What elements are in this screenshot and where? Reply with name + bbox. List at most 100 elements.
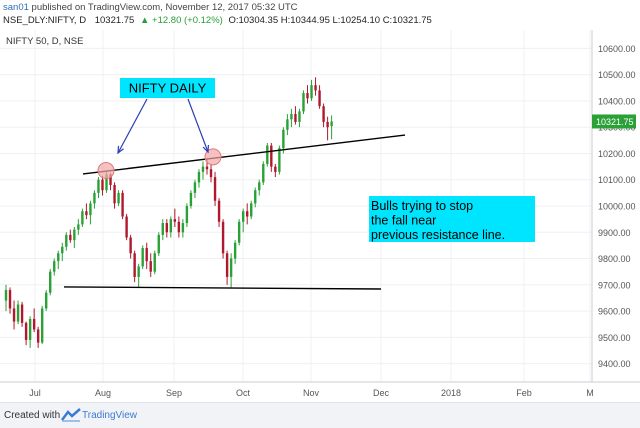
candle-body [274,166,277,172]
y-tick-label: 9400.00 [598,359,631,369]
candle-body [270,145,273,167]
candle-body [229,258,233,277]
candle-body [101,179,104,191]
publish-info: san01 published on TradingView.com, Nove… [3,2,298,13]
candle-body [302,93,305,112]
candle-body [73,229,76,241]
annotation-label: NIFTY DAILY [129,81,207,96]
candle-body [189,192,193,206]
ohlc-values: O:10304.35 H:10344.95 L:10254.10 C:10321… [228,15,432,26]
resistance-line [82,134,406,175]
candle-body [241,211,245,222]
candle-body [117,192,120,204]
x-tick-label: Oct [236,388,251,398]
x-tick-label: M [586,388,594,398]
y-tick-label: 9700.00 [598,280,631,290]
candle-body [109,174,112,185]
candle-body [330,121,333,127]
candle-body [314,85,317,91]
annotation-arrow-head [202,144,210,154]
y-tick-label: 9900.00 [598,228,631,238]
x-tick-label: Nov [303,388,320,398]
candle-body [77,224,80,230]
candle-body [310,85,313,99]
price-axis-background [592,30,640,402]
candle-body [298,111,301,122]
candle-body [149,261,152,272]
candle-body [28,318,32,340]
created-with-text: Created with [4,410,61,421]
annotation-arrow-head [117,145,124,155]
author-link[interactable]: san01 [3,2,29,13]
candle-body [49,271,52,293]
tradingview-brand[interactable]: TradingView [82,410,138,421]
candle-body [306,93,309,99]
x-tick-label: Sep [166,388,182,398]
candle-body [105,174,108,191]
symbol-label: NSE_DLY:NIFTY, D [3,15,87,26]
candle-body [246,211,249,217]
candle-body [318,90,321,107]
candle-body [169,219,173,233]
candle-body [145,248,148,262]
candle-body [113,184,116,204]
support-line [63,286,382,290]
candle-body [213,177,217,201]
y-tick-label: 10500.00 [598,70,636,80]
candle-body [20,304,24,323]
candle-body [326,121,329,128]
candle-body [262,163,265,183]
candle-body [294,114,297,122]
publish-text: published on TradingView.com, November 1… [31,2,298,13]
candle-body [85,211,88,216]
candle-body [36,329,40,343]
candle-body [205,166,209,170]
candle-body [137,266,140,277]
candle-body [61,246,64,254]
x-tick-label: 2018 [441,388,461,398]
annotation-arrow [187,98,209,153]
y-tick-label: 10100.00 [598,175,636,185]
candle-body [16,304,20,322]
candle-body [8,290,12,309]
candle-body [278,148,281,172]
candle-body [209,169,213,178]
candle-body [165,223,168,233]
candle-body [97,179,100,193]
candle-body [225,253,229,277]
candle-body [69,234,72,241]
candle-body [45,292,48,309]
candle-body [157,234,160,254]
candle-body [93,192,96,204]
candle-body [65,234,68,247]
tradingview-logo-icon [61,408,81,422]
annotation-label-bg [120,78,215,98]
y-tick-label: 10400.00 [598,96,636,106]
candle-body [32,318,36,330]
price-chart[interactable]: 9400.00 9500.00 9600.00 9700.00 9800.00 9900.… [0,30,640,402]
candle-body [89,203,92,216]
candle-body [233,242,237,259]
candle-body [197,171,201,183]
candle-body [193,182,197,193]
annotation-box-text: previous resistance line. [371,228,505,242]
chart-area[interactable]: 9400.00 9500.00 9600.00 9700.00 9800.00 9900.… [0,30,640,402]
candle-body [221,221,225,254]
last-price: 10321.75 [94,15,135,26]
y-tick-label: 10200.00 [598,149,636,159]
candle-body [161,223,164,235]
candle-body [53,261,56,272]
candle-body [4,290,8,301]
footer-bar: Created with TradingView [0,402,640,428]
candle-body [237,221,241,243]
change-value: ▲ +12.80 (+0.12%) [139,15,223,26]
candle-body [201,166,205,172]
symbol-info: NSE_DLY:NIFTY, D 10321.75 ▲ +12.80 (+0.1… [3,15,432,26]
annotation-box-text: Bulls trying to stop [371,199,473,213]
candle-body [181,223,185,233]
candle-body [185,206,189,224]
candle-body [129,237,132,254]
candle-body [177,221,181,233]
candle-body [57,253,60,262]
candle-body [282,129,285,149]
